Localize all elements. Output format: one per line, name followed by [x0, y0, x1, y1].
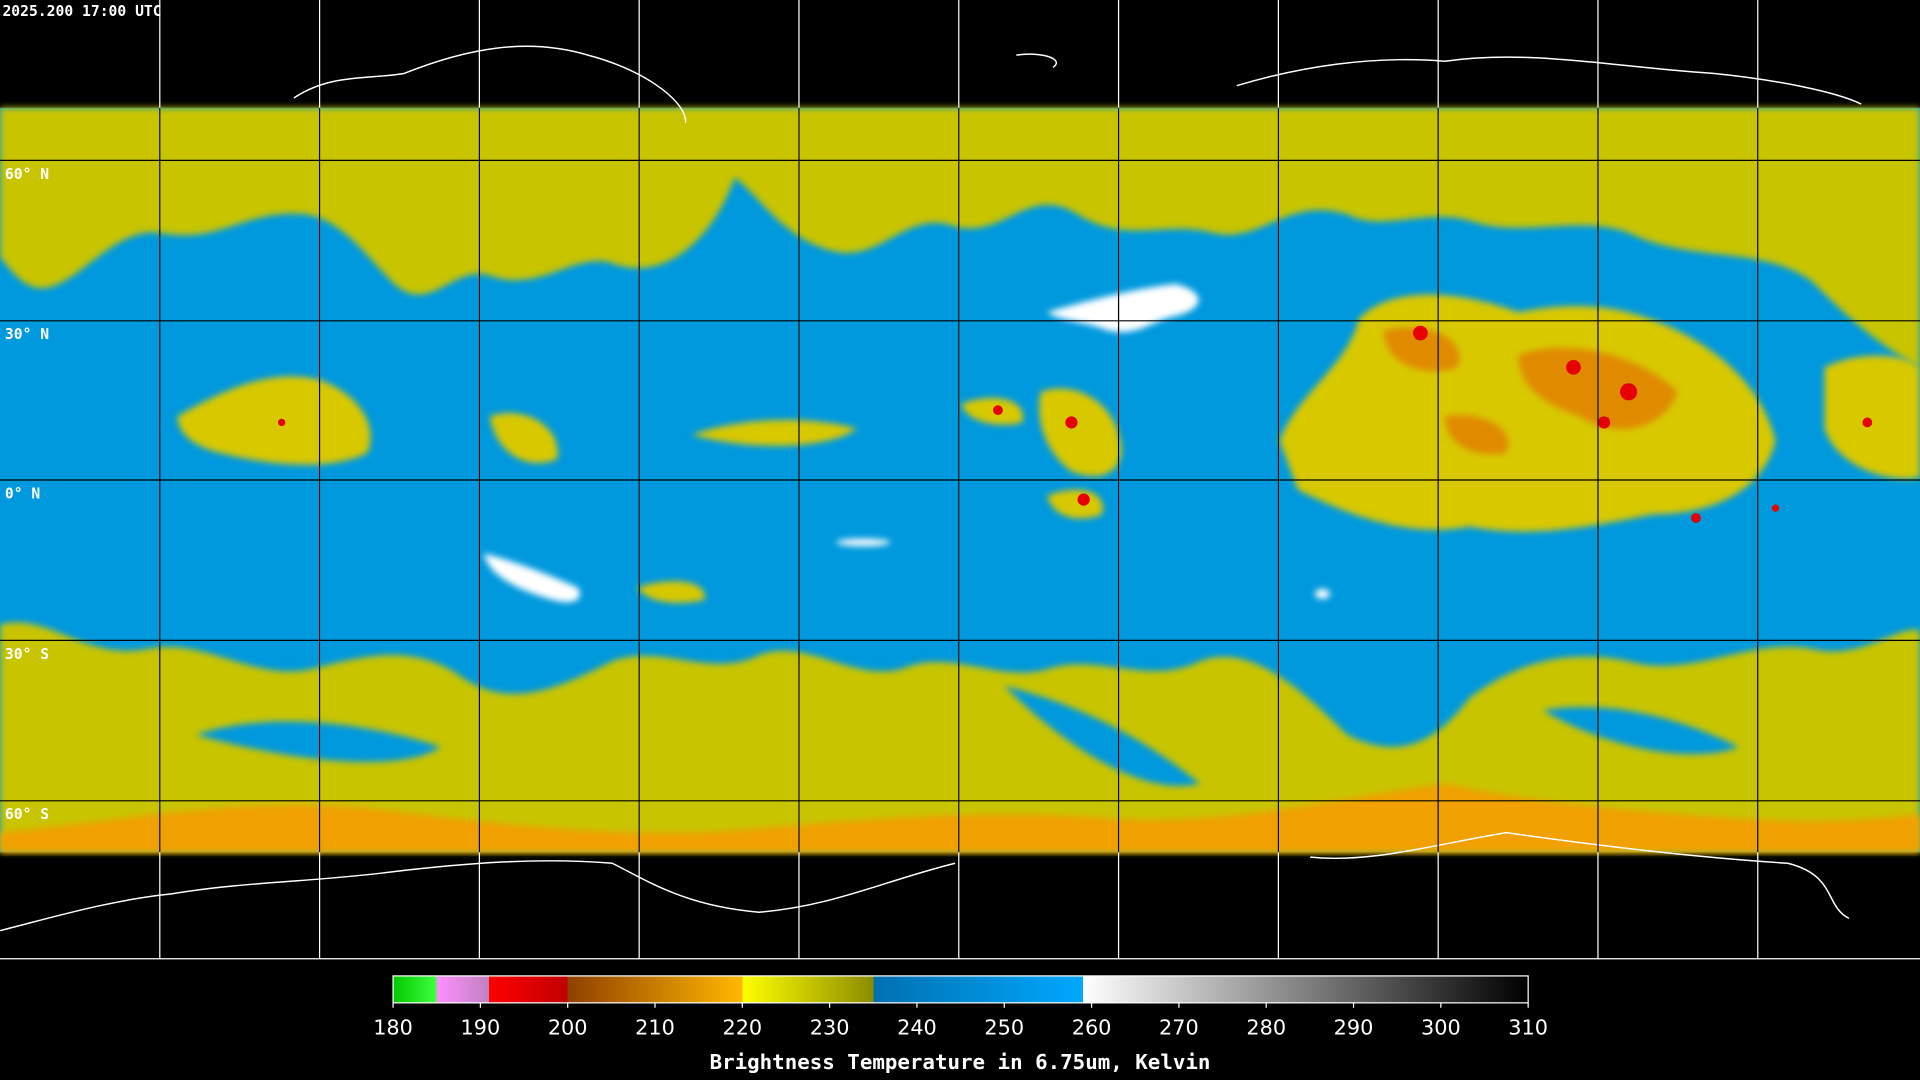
colorbar-tick-label: 210: [635, 1016, 675, 1040]
colorbar-tick-label: 290: [1334, 1016, 1374, 1040]
cold-cloud-tops: [277, 325, 1873, 523]
colorbar-tick-label: 220: [722, 1016, 762, 1040]
colorbar-tick-label: 310: [1508, 1016, 1548, 1040]
colorbar-label: Brightness Temperature in 6.75um, Kelvin: [710, 1050, 1211, 1074]
coastlines-outside: [0, 45, 1862, 932]
colorbar-tick-label: 240: [897, 1016, 937, 1040]
latitude-label: 60° S: [5, 806, 49, 823]
colorbar-tick-label: 180: [373, 1016, 413, 1040]
colorbar-tick-label: 230: [810, 1016, 850, 1040]
tropical-convection-americas: [177, 376, 858, 603]
latitude-label: 0° N: [5, 485, 40, 502]
colorbar-tick-label: 190: [461, 1016, 501, 1040]
colorbar-tick-label: 270: [1159, 1016, 1199, 1040]
colorbar-tick-label: 280: [1246, 1016, 1286, 1040]
tropical-convection-africa: [961, 355, 1920, 519]
latitude-label: 30° S: [5, 646, 49, 663]
graticule: [0, 0, 1920, 959]
colorbar-tick-label: 200: [548, 1016, 588, 1040]
latitude-label: 30° N: [5, 326, 49, 343]
very-dry-areas: [483, 284, 1330, 603]
colorbar-tick-label: 250: [984, 1016, 1024, 1040]
latitude-labels: 60° N 30° N 0° N 30° S 60° S: [5, 166, 49, 823]
colorbar: Brightness Temperature in 6.75um, Kelvin…: [373, 975, 1548, 1074]
latitude-label: 60° N: [5, 166, 49, 183]
colorbar-tick-label: 300: [1421, 1016, 1461, 1040]
colorbar-tick-label: 260: [1072, 1016, 1112, 1040]
timestamp: 2025.200 17:00 UTC: [2, 3, 161, 20]
colorbar-scale: [392, 975, 1529, 1004]
